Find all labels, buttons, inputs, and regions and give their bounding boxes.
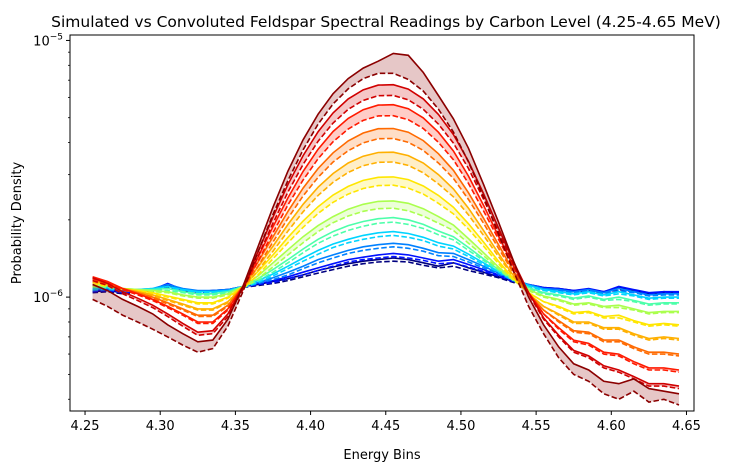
y-tick-label: 10−5	[33, 32, 63, 49]
series-convoluted-line-4	[92, 221, 679, 307]
series-convoluted-line-3	[92, 234, 679, 301]
series-convoluted-line-11	[92, 72, 680, 406]
series-convoluted-line-6	[92, 184, 680, 328]
y-tick-label: 10−6	[33, 289, 63, 306]
series-simulated-line-2	[92, 242, 679, 296]
x-tick-label: 4.25	[71, 419, 100, 434]
x-tick-label: 4.55	[522, 419, 551, 434]
series-simulated-line-5	[92, 200, 679, 314]
series-simulated-line-3	[92, 230, 679, 300]
series-layer	[92, 52, 680, 406]
x-tick-label: 4.45	[371, 419, 400, 434]
y-axis: 10−6 10−5	[33, 32, 70, 400]
x-tick-label: 4.40	[296, 419, 325, 434]
x-tick-label: 4.65	[672, 419, 701, 434]
x-axis-label: Energy Bins	[343, 448, 420, 463]
series-simulated-line-8	[92, 127, 680, 355]
series-simulated-line-10	[92, 83, 680, 387]
x-tick-label: 4.50	[446, 419, 475, 434]
x-tick-label: 4.30	[146, 419, 175, 434]
x-tick-label: 4.60	[597, 419, 626, 434]
x-tick-label: 4.35	[221, 419, 250, 434]
x-axis: 4.25 4.30 4.35 4.40 4.45 4.50 4.55 4.60 4.65	[71, 411, 701, 434]
y-axis-label: Probability Density	[10, 162, 25, 285]
series-convoluted-line-5	[92, 207, 679, 315]
series-simulated-line-6	[92, 176, 680, 326]
chart-title: Simulated vs Convoluted Feldspar Spectra…	[51, 13, 721, 31]
series-simulated-line-7	[92, 151, 680, 340]
series-simulated-line-4	[92, 216, 679, 305]
series-convoluted-line-8	[92, 137, 680, 357]
plot-frame	[69, 34, 695, 412]
series-convoluted-line-10	[92, 94, 680, 390]
series-simulated-line-11	[92, 52, 680, 395]
series-convoluted-line-9	[92, 114, 680, 373]
series-simulated-line-9	[92, 103, 680, 371]
series-convoluted-line-7	[92, 161, 680, 341]
